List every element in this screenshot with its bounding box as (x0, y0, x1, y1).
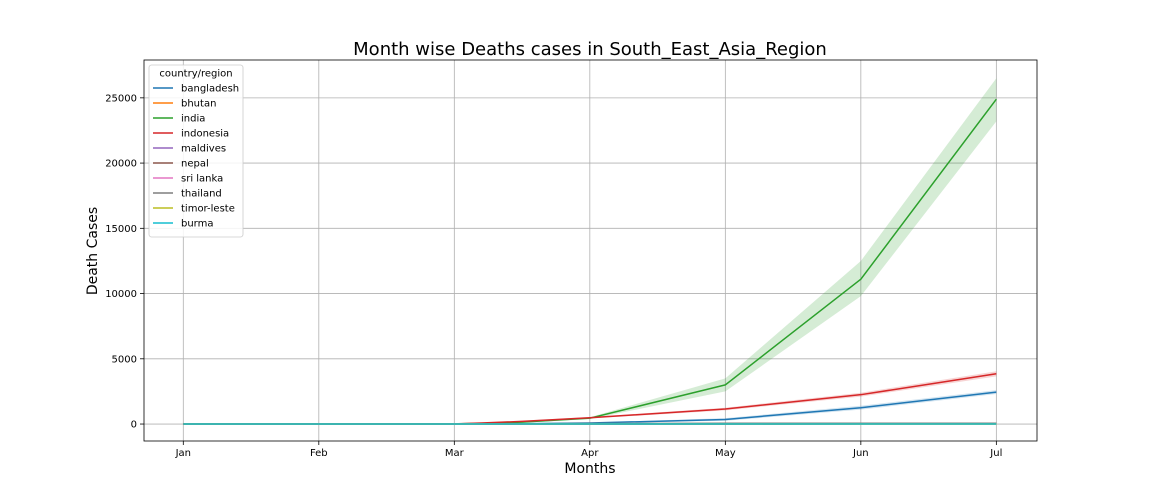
x-axis-ticks: Jan Feb Mar Apr May Jun Jul (175, 441, 1002, 459)
legend: country/region bangladesh bhutan india indon… (148, 64, 244, 238)
legend-label-maldives: maldives (181, 144, 226, 155)
y-tick-label: 20000 (105, 159, 137, 170)
y-tick-label: 25000 (105, 93, 137, 104)
y-axis-ticks: 0 5000 10000 15000 20000 25000 (105, 93, 144, 431)
legend-label-indonesia: indonesia (181, 129, 229, 140)
legend-label-bangladesh: bangladesh (181, 84, 239, 95)
x-tick-label: Jun (852, 448, 869, 459)
legend-label-nepal: nepal (181, 159, 209, 170)
legend-label-india: india (181, 114, 205, 125)
x-axis-label: Months (564, 461, 615, 477)
y-tick-label: 15000 (105, 224, 137, 235)
x-tick-label: Mar (445, 448, 465, 459)
band-india (183, 78, 997, 425)
x-tick-label: Apr (581, 448, 599, 459)
legend-label-burma: burma (181, 219, 214, 230)
x-tick-label: Jan (175, 448, 191, 459)
legend-label-sri-lanka: sri lanka (181, 174, 223, 185)
legend-title: country/region (159, 69, 232, 80)
x-tick-label: May (715, 448, 736, 459)
y-tick-label: 0 (131, 420, 137, 431)
series-lines (183, 98, 997, 425)
legend-label-thailand: thailand (181, 189, 222, 200)
chart-title: Month wise Deaths cases in South_East_As… (353, 39, 827, 60)
gridlines (144, 60, 1037, 441)
legend-label-timor-leste: timor-leste (181, 204, 235, 215)
legend-box (148, 64, 244, 238)
y-tick-label: 5000 (112, 354, 137, 365)
plot-area-frame (143, 59, 1038, 442)
y-tick-label: 10000 (105, 289, 137, 300)
y-axis-label: Death Cases (85, 207, 101, 295)
legend-label-bhutan: bhutan (181, 99, 216, 110)
x-tick-label: Feb (310, 448, 328, 459)
x-tick-label: Jul (989, 448, 1002, 459)
